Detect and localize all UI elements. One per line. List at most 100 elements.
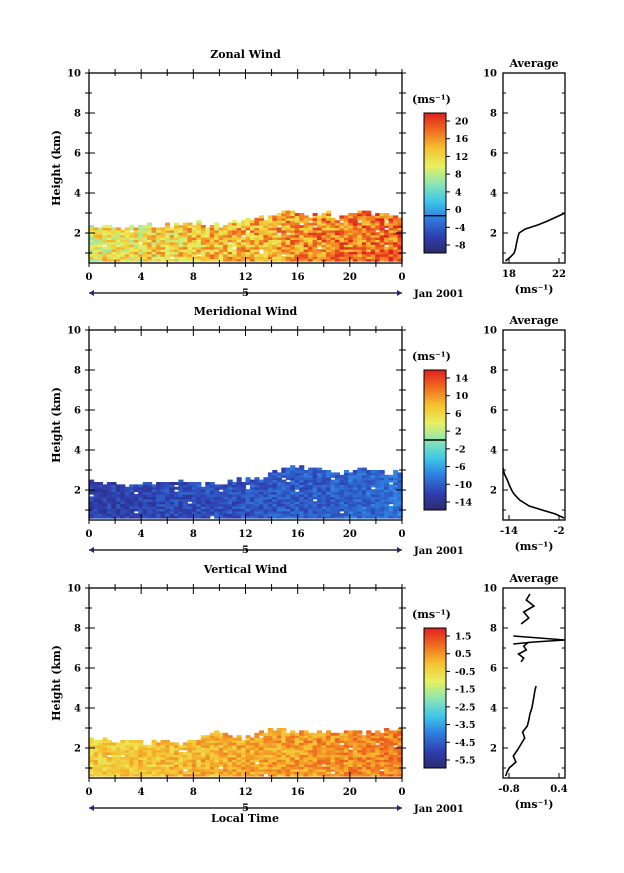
- average-title: Average: [508, 572, 558, 585]
- x-tick-label: 0: [86, 272, 93, 283]
- average-x-tick-label: 22: [552, 269, 566, 280]
- panel-title: Zonal Wind: [210, 48, 281, 61]
- x-tick-label: 0: [86, 529, 93, 540]
- x-tick-label: 4: [138, 787, 145, 798]
- y-tick-label: 10: [67, 584, 81, 595]
- y-tick-label: 2: [74, 229, 81, 240]
- y-tick-label: 6: [74, 664, 81, 675]
- colorbar-unit: (ms⁻¹): [412, 93, 451, 106]
- colorbar-tick-label: -4: [455, 223, 466, 234]
- average-title: Average: [508, 57, 558, 70]
- average-frame: [502, 329, 566, 521]
- y-axis-label: Height (km): [50, 387, 63, 463]
- average-profile-line: [504, 685, 537, 777]
- y-tick-label: 8: [74, 109, 81, 120]
- colorbar-tick-label: -2.5: [455, 702, 475, 713]
- average-y-tick-label: 6: [490, 406, 497, 417]
- average-y-tick-label: 2: [490, 486, 497, 497]
- y-tick-label: 4: [74, 189, 81, 200]
- average-profile: Average 2 4 6 8 10 -0.8 0.4 (ms⁻¹): [483, 572, 568, 811]
- average-y-tick-label: 4: [490, 189, 497, 200]
- date-label: Jan 2001: [413, 804, 464, 815]
- date-label: Jan 2001: [413, 289, 464, 300]
- x-tick-label: 16: [291, 272, 305, 283]
- average-frame: [502, 587, 566, 779]
- colorbar-tick-label: -4.5: [455, 738, 475, 749]
- colorbar-tick-label: 20: [455, 117, 469, 128]
- average-y-tick-label: 8: [490, 624, 497, 635]
- colorbar-unit: (ms⁻¹): [412, 350, 451, 363]
- colorbar-tick-label: 16: [455, 134, 469, 145]
- panel-title: Vertical Wind: [203, 563, 288, 576]
- y-axis-label: Height (km): [50, 130, 63, 206]
- colorbar-unit: (ms⁻¹): [412, 608, 451, 621]
- average-profile: Average 2 4 6 8 10 18 22 (ms⁻¹): [483, 57, 566, 296]
- colorbar-tick-label: 12: [455, 152, 468, 163]
- x-tick-label: 12: [239, 529, 253, 540]
- average-profile: Average 2 4 6 8 10 -14 -2 (ms⁻¹): [483, 314, 566, 553]
- colorbar: [423, 112, 447, 254]
- colorbar-tick-label: 2: [455, 427, 462, 438]
- x-tick-label: 8: [190, 272, 197, 283]
- colorbar: [423, 627, 447, 769]
- colorbar-tick-label: 14: [455, 374, 469, 385]
- colorbar-tick-label: -3.5: [455, 720, 475, 731]
- x-tick-label: 0: [399, 529, 406, 540]
- heatmap-field: [89, 210, 403, 262]
- average-x-tick-label: 0.4: [550, 784, 567, 795]
- y-tick-label: 2: [74, 744, 81, 755]
- heatmap-field: [89, 465, 403, 519]
- y-tick-label: 10: [67, 69, 81, 80]
- y-tick-label: 4: [74, 704, 81, 715]
- x-tick-label: 8: [190, 787, 197, 798]
- y-tick-label: 10: [67, 326, 81, 337]
- colorbar-tick-label: -6: [455, 462, 466, 473]
- average-y-tick-label: 10: [483, 326, 497, 337]
- colorbar-tick-label: 1.5: [455, 632, 472, 643]
- x-tick-label: 4: [138, 272, 145, 283]
- average-y-tick-label: 2: [490, 229, 497, 240]
- x-tick-label: 0: [86, 787, 93, 798]
- average-profile-line: [504, 212, 566, 262]
- y-tick-label: 6: [74, 406, 81, 417]
- colorbar-tick-label: -14: [455, 498, 473, 509]
- colorbar-tick-label: 0: [455, 205, 462, 216]
- colorbar-tick-label: 0.5: [455, 649, 472, 660]
- colorbar-tick-label: -10: [455, 480, 473, 491]
- x-tick-label: 20: [343, 272, 357, 283]
- x-tick-label: 20: [343, 787, 357, 798]
- average-x-tick-label: -14: [500, 526, 518, 537]
- y-tick-label: 8: [74, 624, 81, 635]
- average-profile-line: [520, 593, 536, 625]
- average-y-tick-label: 2: [490, 744, 497, 755]
- x-tick-label: 16: [291, 529, 305, 540]
- colorbar-tick-label: 4: [455, 187, 462, 198]
- average-frame: [502, 72, 566, 264]
- x-tick-label: 16: [291, 787, 305, 798]
- date-label: Jan 2001: [413, 546, 464, 557]
- day-label: 5: [242, 288, 249, 299]
- average-x-label: (ms⁻¹): [515, 283, 554, 296]
- average-y-tick-label: 8: [490, 109, 497, 120]
- day-label: 5: [242, 545, 249, 556]
- average-profile-line: [502, 467, 565, 519]
- y-tick-label: 8: [74, 366, 81, 377]
- average-x-label: (ms⁻¹): [515, 540, 554, 553]
- average-y-tick-label: 10: [483, 69, 497, 80]
- x-tick-label: 20: [343, 529, 357, 540]
- average-y-tick-label: 6: [490, 664, 497, 675]
- x-tick-label: 4: [138, 529, 145, 540]
- colorbar-tick-label: -8: [455, 241, 466, 252]
- panel-2: Meridional Wind 2 4 6 8 10 Height (km) 0 4 8 12 16 2…: [50, 305, 566, 557]
- colorbar-tick-label: -0.5: [455, 667, 475, 678]
- panel-title: Meridional Wind: [194, 305, 298, 318]
- average-profile-line: [517, 641, 530, 663]
- x-tick-label: 0: [399, 787, 406, 798]
- average-x-tick-label: -0.8: [498, 784, 520, 795]
- x-tick-label: 12: [239, 272, 253, 283]
- colorbar-tick-label: -5.5: [455, 756, 475, 767]
- average-title: Average: [508, 314, 558, 327]
- colorbar-tick-label: 10: [455, 391, 469, 402]
